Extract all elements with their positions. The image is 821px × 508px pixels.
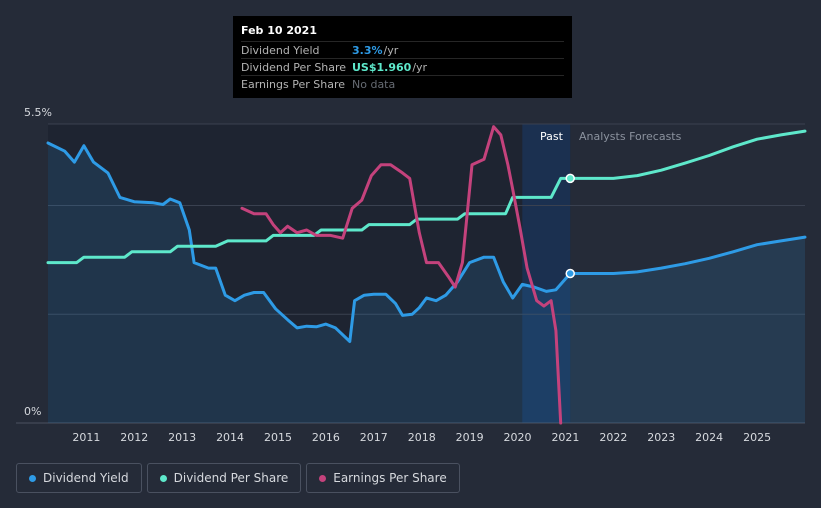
x-tick-label: 2016 (312, 431, 340, 444)
area-layer (48, 143, 805, 423)
hover-band (522, 124, 571, 423)
grid-lines (16, 123, 805, 424)
x-tick-label: 2017 (360, 431, 388, 444)
highlight-point (565, 268, 575, 279)
past-label: Past (540, 130, 564, 143)
legend: Dividend Yield Dividend Per Share Earnin… (16, 463, 460, 493)
x-tick-label: 2022 (599, 431, 627, 444)
tooltip-value: No data (352, 77, 396, 91)
x-tick-label: 2018 (408, 431, 436, 444)
forecast-label: Analysts Forecasts (579, 130, 682, 143)
legend-item-earnings-per-share[interactable]: Earnings Per Share (306, 463, 460, 493)
tooltip-unit: /yr (383, 43, 399, 57)
x-tick-label: 2011 (72, 431, 100, 444)
tooltip-row-dividend-yield: Dividend Yield 3.3% /yr (241, 41, 564, 58)
x-tick-label: 2014 (216, 431, 244, 444)
y-axis-label-bottom: 0% (24, 405, 41, 418)
tooltip-label: Dividend Per Share (241, 60, 347, 74)
x-tick-label: 2013 (168, 431, 196, 444)
tooltip-label: Dividend Yield (241, 43, 320, 57)
tooltip-value: 3.3% (352, 43, 383, 57)
tooltip: Feb 10 2021 Dividend Yield 3.3% /yr Divi… (233, 16, 572, 98)
highlight-points (565, 173, 575, 279)
past-region (48, 124, 571, 423)
x-tick-label: 2020 (504, 431, 532, 444)
x-tick-label: 2021 (551, 431, 579, 444)
legend-label: Dividend Yield (43, 471, 129, 485)
legend-dot-icon (319, 474, 327, 482)
tooltip-unit: /yr (412, 60, 428, 74)
x-tick-label: 2024 (695, 431, 723, 444)
legend-item-dividend-yield[interactable]: Dividend Yield (16, 463, 142, 493)
tooltip-label: Earnings Per Share (241, 77, 346, 91)
x-tick-label: 2023 (647, 431, 675, 444)
x-tick-label: 2019 (456, 431, 484, 444)
series-area-dividend-yield (48, 143, 805, 423)
tooltip-value: US$1.960 (352, 60, 412, 74)
legend-label: Dividend Per Share (173, 471, 289, 485)
axis-labels: 5.5% 0% 2011 2012 2013 2014 2015 2016 2017 2018 20… (24, 106, 771, 444)
x-tick-label: 2015 (264, 431, 292, 444)
legend-dot-icon (29, 474, 36, 482)
series-line-earnings-per-share (240, 125, 563, 425)
tooltip-row-earnings-per-share: Earnings Per Share No data (241, 75, 564, 92)
legend-dot-icon (159, 474, 167, 482)
x-tick-label: 2012 (120, 431, 148, 444)
plot-background (48, 124, 571, 423)
tooltip-row-dividend-per-share: Dividend Per Share US$1.960 /yr (241, 58, 564, 75)
legend-item-dividend-per-share[interactable]: Dividend Per Share (146, 463, 302, 493)
highlight-point (565, 173, 575, 184)
legend-label: Earnings Per Share (333, 471, 447, 485)
y-axis-label-top: 5.5% (24, 106, 52, 119)
x-tick-label: 2025 (743, 431, 771, 444)
tooltip-date: Feb 10 2021 (241, 24, 317, 37)
